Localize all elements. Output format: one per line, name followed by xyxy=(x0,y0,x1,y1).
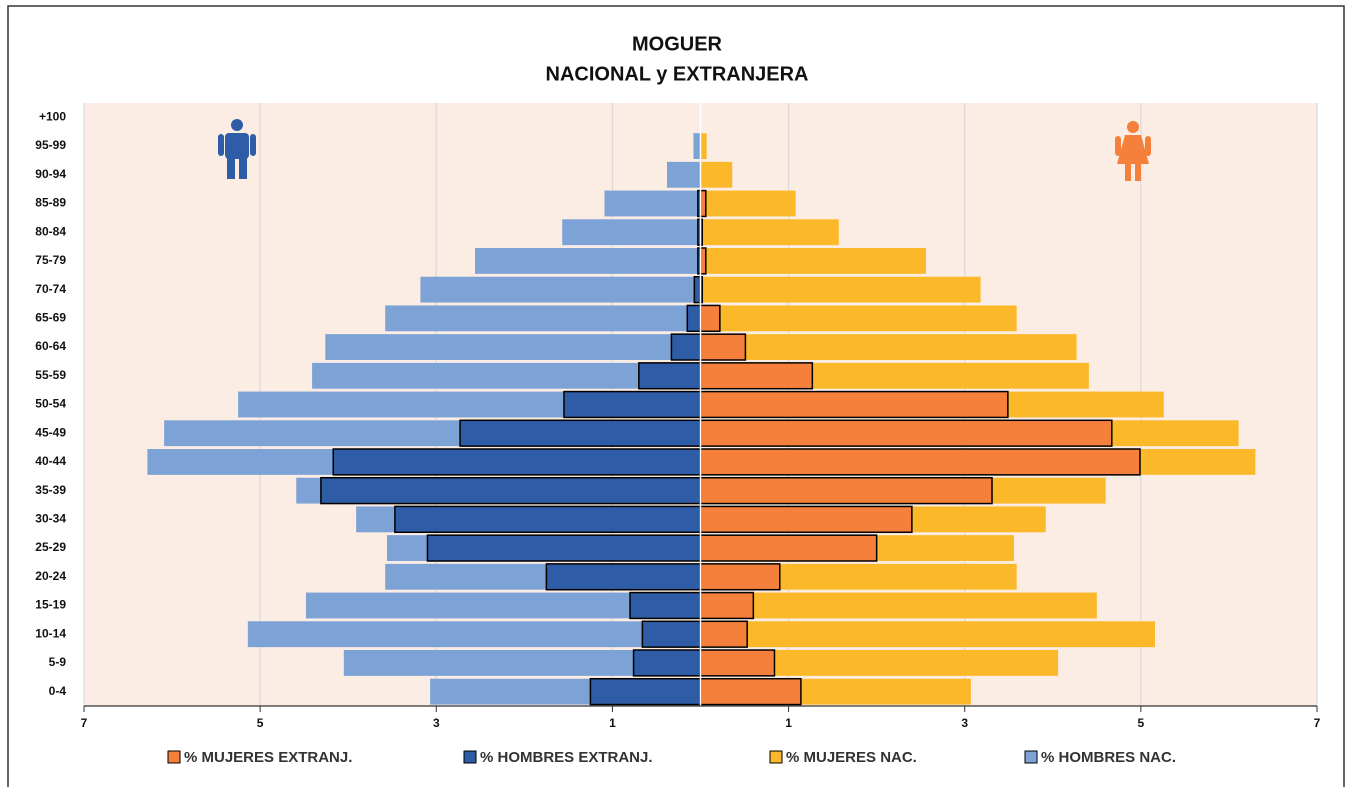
x-tick-label: 1 xyxy=(609,716,616,730)
y-tick-label: 30-34 xyxy=(35,512,66,526)
bar xyxy=(699,534,878,562)
bar xyxy=(693,133,701,159)
x-tick-label: 3 xyxy=(433,716,440,730)
y-tick-label: 25-29 xyxy=(35,540,66,554)
y-tick-label: 10-14 xyxy=(35,626,66,640)
bar xyxy=(700,248,926,274)
bar xyxy=(699,505,913,534)
y-tick-label: 95-99 xyxy=(35,138,66,152)
bar xyxy=(699,677,802,706)
bar xyxy=(325,334,701,360)
bar xyxy=(700,334,1077,360)
bar xyxy=(320,476,702,505)
bar xyxy=(699,362,814,390)
legend-label: % MUJERES EXTRANJ. xyxy=(184,749,352,766)
bar xyxy=(475,248,701,274)
bar xyxy=(700,219,839,246)
y-tick-label: +100 xyxy=(39,110,66,124)
y-tick-label: 80-84 xyxy=(35,224,66,238)
bar xyxy=(700,621,1155,648)
bar xyxy=(686,304,702,333)
bar xyxy=(629,591,702,620)
frame xyxy=(7,5,1345,787)
bar xyxy=(604,190,701,217)
man-icon xyxy=(218,119,256,179)
legend-label: % MUJERES NAC. xyxy=(786,749,917,766)
legend-swatch xyxy=(167,750,181,764)
x-tick-label: 5 xyxy=(257,716,264,730)
bar xyxy=(459,419,702,447)
plot-area xyxy=(83,103,1318,712)
bar xyxy=(699,419,1113,447)
x-tick-label: 5 xyxy=(1138,716,1145,730)
bar xyxy=(632,649,702,677)
y-tick-label: 35-39 xyxy=(35,483,66,497)
bar xyxy=(641,620,702,648)
bar xyxy=(699,476,993,505)
y-tick-label: 65-69 xyxy=(35,311,66,325)
y-tick-label: 60-64 xyxy=(35,339,66,353)
bar xyxy=(699,333,747,361)
y-tick-label: 85-89 xyxy=(35,196,66,210)
chart-subtitle: NACIONAL y EXTRANJERA xyxy=(546,63,809,85)
bar xyxy=(638,362,702,390)
legend-swatch xyxy=(463,750,477,764)
bar xyxy=(670,333,702,361)
bar xyxy=(700,190,796,217)
bar xyxy=(312,362,701,389)
bar xyxy=(700,592,1097,619)
x-tick-label: 7 xyxy=(1314,716,1321,730)
y-tick-label: 75-79 xyxy=(35,253,66,267)
y-tick-label: 5-9 xyxy=(49,655,67,669)
y-tick-label: 45-49 xyxy=(35,425,66,439)
y-tick-label: 15-19 xyxy=(35,598,66,612)
legend-label: % HOMBRES NAC. xyxy=(1041,749,1176,766)
bar xyxy=(545,563,702,591)
y-tick-label: 55-59 xyxy=(35,368,66,382)
legend-swatch xyxy=(769,750,783,764)
bar xyxy=(699,620,748,648)
bar xyxy=(699,649,776,677)
y-tick-label: 40-44 xyxy=(35,454,66,468)
y-tick-label: 20-24 xyxy=(35,569,66,583)
legend-swatch xyxy=(1024,750,1038,764)
y-tick-label: 70-74 xyxy=(35,282,66,296)
bar xyxy=(563,390,702,419)
bar xyxy=(385,305,701,332)
bar xyxy=(699,591,755,620)
y-tick-label: 90-94 xyxy=(35,167,66,181)
bar xyxy=(700,276,981,303)
bar xyxy=(699,390,1009,419)
bar xyxy=(693,275,702,304)
bar xyxy=(667,161,701,188)
bar xyxy=(699,189,707,218)
legend-label: % HOMBRES EXTRANJ. xyxy=(480,749,653,766)
bar xyxy=(332,448,702,476)
chart-title: MOGUER xyxy=(632,33,723,55)
bar xyxy=(420,276,701,303)
woman-icon xyxy=(1115,121,1151,181)
x-tick-label: 7 xyxy=(81,716,88,730)
bar xyxy=(247,621,701,648)
bar xyxy=(562,219,701,246)
bar xyxy=(699,304,721,333)
bar xyxy=(426,534,702,562)
x-tick-label: 3 xyxy=(961,716,968,730)
y-tick-label: 50-54 xyxy=(35,397,66,411)
bar xyxy=(699,247,707,275)
bar xyxy=(700,161,733,188)
bar xyxy=(700,133,707,159)
y-tick-label: 0-4 xyxy=(49,684,67,698)
bar xyxy=(589,677,702,706)
x-tick-label: 1 xyxy=(785,716,792,730)
bar xyxy=(700,305,1017,332)
bar xyxy=(699,563,781,591)
bar xyxy=(394,505,702,534)
bar xyxy=(699,448,1141,476)
